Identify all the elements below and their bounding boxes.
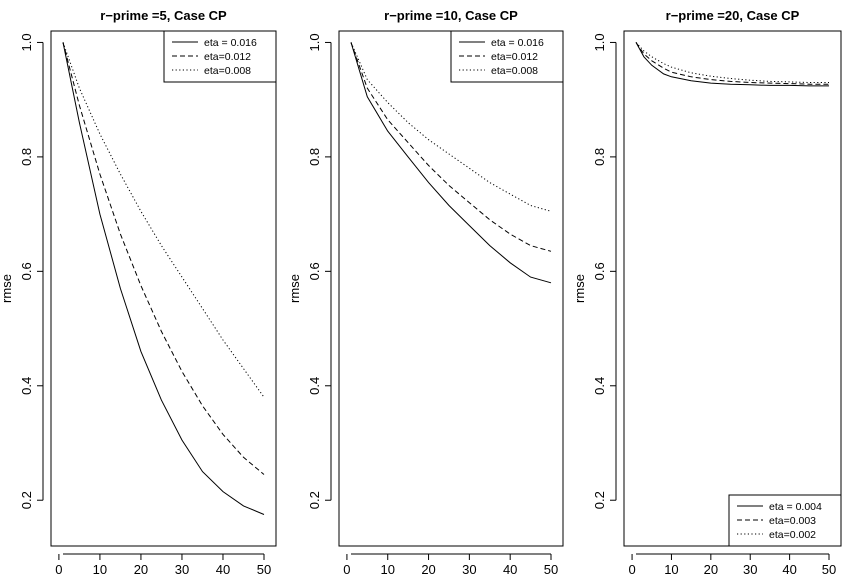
legend-label: eta = 0.016 bbox=[491, 37, 544, 49]
legend-label: eta=0.008 bbox=[491, 65, 538, 77]
x-tick-label: 20 bbox=[134, 562, 148, 577]
legend-label: eta=0.012 bbox=[204, 51, 251, 63]
y-axis-label: rmse bbox=[572, 274, 587, 303]
plot-frame bbox=[623, 30, 842, 547]
x-tick-label: 10 bbox=[664, 562, 678, 577]
x-tick-label: 40 bbox=[503, 562, 517, 577]
y-tick-label: 0.4 bbox=[592, 377, 607, 395]
y-tick-label: 0.6 bbox=[19, 262, 34, 280]
series-line-3 bbox=[62, 42, 265, 398]
legend-label: eta=0.003 bbox=[769, 515, 816, 527]
y-axis-label: rmse bbox=[287, 274, 302, 303]
series-line-2 bbox=[62, 42, 265, 475]
series-line-1 bbox=[62, 42, 265, 515]
x-tick-label: 40 bbox=[782, 562, 796, 577]
legend-label: eta=0.008 bbox=[204, 65, 251, 77]
x-tick-label: 0 bbox=[343, 562, 350, 577]
x-tick-label: 20 bbox=[704, 562, 718, 577]
x-tick-label: 50 bbox=[822, 562, 836, 577]
plot-frame bbox=[338, 30, 564, 547]
series-line-2 bbox=[635, 42, 829, 85]
legend-label: eta=0.002 bbox=[769, 529, 816, 541]
x-tick-label: 30 bbox=[175, 562, 189, 577]
x-tick-label: 0 bbox=[55, 562, 62, 577]
x-tick-label: 0 bbox=[628, 562, 635, 577]
plot-frame bbox=[50, 30, 277, 547]
panel-2: r−prime =10, Case CP 0 10 20 30 40 50 iteration… bbox=[287, 8, 564, 582]
legend-label: eta = 0.016 bbox=[204, 37, 257, 49]
series-line-3 bbox=[635, 42, 829, 83]
x-tick-label: 30 bbox=[743, 562, 757, 577]
y-tick-label: 0.2 bbox=[19, 491, 34, 509]
y-tick-label: 0.6 bbox=[307, 262, 322, 280]
chart-title: r−prime =10, Case CP bbox=[384, 8, 518, 23]
y-tick-label: 0.2 bbox=[592, 491, 607, 509]
legend: eta = 0.016 eta=0.012 eta=0.008 bbox=[450, 30, 564, 83]
y-tick-label: 1.0 bbox=[19, 33, 34, 51]
y-tick-label: 1.0 bbox=[307, 33, 322, 51]
series-line-3 bbox=[350, 42, 552, 212]
y-tick-label: 0.4 bbox=[19, 377, 34, 395]
x-axis-label: iteration bbox=[140, 580, 186, 582]
panel-1: r−prime =5, Case CP 0 10 20 30 40 50 iteration 0… bbox=[0, 8, 277, 582]
panel-3: r−prime =20, Case CP 0 10 20 30 40 50 iteration… bbox=[572, 8, 842, 582]
y-tick-label: 0.8 bbox=[307, 148, 322, 166]
legend: eta = 0.016 eta=0.012 eta=0.008 bbox=[163, 30, 277, 83]
legend: eta = 0.004 eta=0.003 eta=0.002 bbox=[728, 494, 842, 547]
chart-title: r−prime =5, Case CP bbox=[100, 8, 227, 23]
chart-title: r−prime =20, Case CP bbox=[666, 8, 800, 23]
y-tick-label: 0.8 bbox=[592, 148, 607, 166]
series-line-2 bbox=[350, 42, 552, 252]
y-axis-label: rmse bbox=[0, 274, 14, 303]
y-tick-label: 0.6 bbox=[592, 262, 607, 280]
x-tick-label: 20 bbox=[421, 562, 435, 577]
x-tick-label: 10 bbox=[93, 562, 107, 577]
legend-box bbox=[450, 30, 564, 83]
legend-label: eta=0.012 bbox=[491, 51, 538, 63]
series-line-1 bbox=[350, 42, 552, 284]
y-tick-label: 0.8 bbox=[19, 148, 34, 166]
x-axis-label: iteration bbox=[428, 580, 474, 582]
series-line-1 bbox=[635, 42, 829, 87]
y-tick-label: 0.2 bbox=[307, 491, 322, 509]
x-tick-label: 50 bbox=[257, 562, 271, 577]
x-tick-label: 40 bbox=[216, 562, 230, 577]
x-axis-label: iteration bbox=[709, 580, 755, 582]
y-tick-label: 0.4 bbox=[307, 377, 322, 395]
x-tick-label: 10 bbox=[381, 562, 395, 577]
x-tick-label: 30 bbox=[462, 562, 476, 577]
y-tick-label: 1.0 bbox=[592, 33, 607, 51]
legend-label: eta = 0.004 bbox=[769, 501, 822, 513]
x-tick-label: 50 bbox=[544, 562, 558, 577]
